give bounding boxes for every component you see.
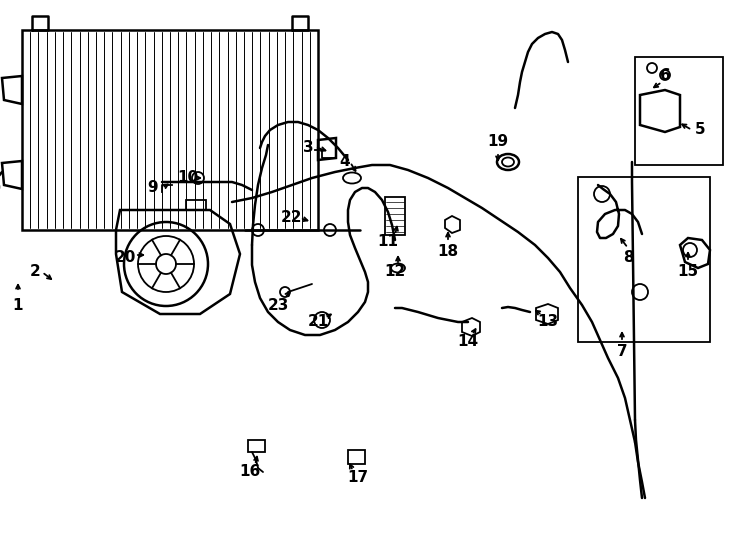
Text: 7: 7 bbox=[617, 345, 628, 360]
Bar bbox=[385, 197, 405, 235]
Text: 21: 21 bbox=[308, 314, 329, 329]
Text: 18: 18 bbox=[437, 245, 459, 260]
Text: 23: 23 bbox=[267, 298, 288, 313]
Text: 8: 8 bbox=[622, 251, 633, 266]
Text: 12: 12 bbox=[385, 265, 406, 280]
Text: 1: 1 bbox=[12, 298, 23, 313]
Text: 13: 13 bbox=[537, 314, 559, 329]
Text: 6: 6 bbox=[660, 68, 670, 83]
Text: 20: 20 bbox=[115, 251, 136, 266]
Text: 4: 4 bbox=[340, 154, 350, 170]
Text: 16: 16 bbox=[239, 464, 261, 480]
Text: 14: 14 bbox=[457, 334, 479, 349]
Text: 2: 2 bbox=[29, 265, 40, 280]
Text: 11: 11 bbox=[377, 234, 399, 249]
Text: 22: 22 bbox=[281, 211, 302, 226]
Text: 3: 3 bbox=[302, 139, 313, 154]
Bar bbox=[22, 30, 318, 230]
Text: 15: 15 bbox=[677, 265, 699, 280]
Text: 19: 19 bbox=[487, 134, 509, 150]
Text: 9: 9 bbox=[148, 180, 159, 195]
Bar bbox=[635, 57, 723, 165]
Bar bbox=[578, 177, 710, 342]
Text: 5: 5 bbox=[694, 123, 705, 138]
Text: 10: 10 bbox=[178, 171, 199, 186]
Text: 17: 17 bbox=[347, 470, 368, 485]
